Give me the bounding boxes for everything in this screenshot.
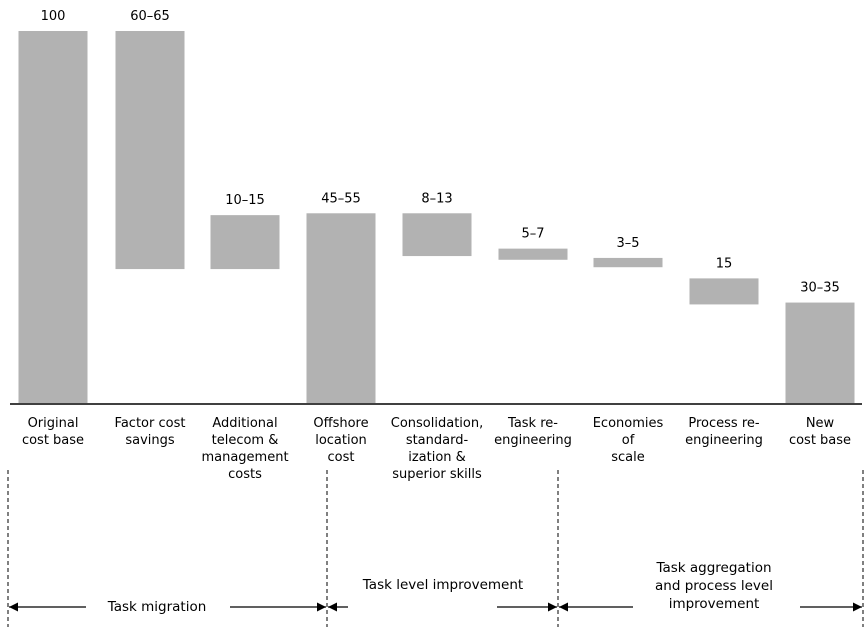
category-label: engineering [494, 433, 572, 448]
bar-9 [785, 302, 855, 403]
category-label: telecom & [212, 433, 279, 448]
phase-label: improvement [669, 596, 760, 612]
category-label: cost base [22, 433, 84, 448]
category-label: cost [328, 450, 355, 465]
category-label: cost base [789, 433, 851, 448]
bar-3 [210, 215, 280, 270]
category-label: engineering [685, 433, 763, 448]
category-label: of [622, 433, 635, 448]
bar-value-label: 15 [716, 256, 733, 271]
bar-8 [689, 278, 759, 305]
category-label: savings [125, 433, 175, 448]
category-label: Process re- [688, 416, 760, 431]
bar-value-label: 10–15 [225, 193, 265, 208]
category-label: New [806, 416, 835, 431]
bar-value-label: 30–35 [800, 281, 840, 296]
bar-6 [498, 248, 568, 260]
category-label: Offshore [313, 416, 368, 431]
bar-4 [306, 213, 376, 403]
category-label: ization & [408, 450, 466, 465]
phase-label: Task level improvement [362, 577, 523, 593]
category-label: Consolidation, [391, 416, 483, 431]
bar-value-label: 3–5 [616, 236, 639, 251]
category-label: superior skills [392, 467, 482, 482]
bar-7 [593, 257, 663, 268]
bar-value-label: 100 [41, 9, 66, 24]
bar-1 [18, 31, 88, 403]
bar-2 [115, 31, 185, 270]
phase-label: Task migration [107, 599, 207, 615]
bar-value-label: 8–13 [421, 191, 452, 206]
phase-label: and process level [655, 578, 773, 594]
category-label: scale [611, 450, 645, 465]
category-label: Original [28, 416, 79, 431]
category-label: location [315, 433, 367, 448]
category-label: standard- [406, 433, 469, 448]
category-label: Factor cost [115, 416, 186, 431]
category-label: Additional [212, 416, 277, 431]
bar-5 [402, 213, 472, 257]
category-label: costs [228, 467, 262, 482]
category-label: Task re- [507, 416, 558, 431]
category-label: Economies [593, 416, 664, 431]
bar-value-label: 60–65 [130, 9, 170, 24]
bar-value-label: 5–7 [521, 227, 544, 242]
bar-value-label: 45–55 [321, 191, 361, 206]
category-label: management [201, 450, 288, 465]
phase-label: Task aggregation [655, 560, 771, 576]
